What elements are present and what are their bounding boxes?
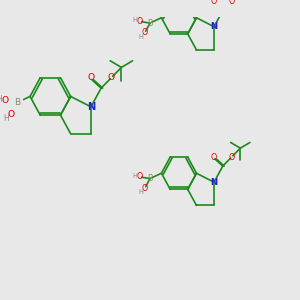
Text: O: O [108,73,115,82]
Text: O: O [228,153,235,162]
Text: B: B [147,174,153,183]
Text: O: O [136,17,142,26]
Text: N: N [211,178,218,187]
Text: N: N [211,22,218,31]
Text: N: N [87,102,95,112]
Text: H: H [132,17,137,23]
Text: O: O [211,0,217,6]
Text: O: O [87,73,94,82]
Text: O: O [1,96,8,105]
Text: H: H [138,189,143,195]
Text: O: O [142,184,148,193]
Text: H: H [0,95,2,104]
Text: H: H [138,34,143,40]
Text: O: O [136,172,142,181]
Text: H: H [132,173,137,179]
Text: O: O [228,0,235,6]
Text: B: B [14,98,20,107]
Text: O: O [7,110,14,118]
Text: O: O [211,153,217,162]
Text: H: H [3,114,9,123]
Text: B: B [147,19,153,28]
Text: O: O [142,28,148,38]
